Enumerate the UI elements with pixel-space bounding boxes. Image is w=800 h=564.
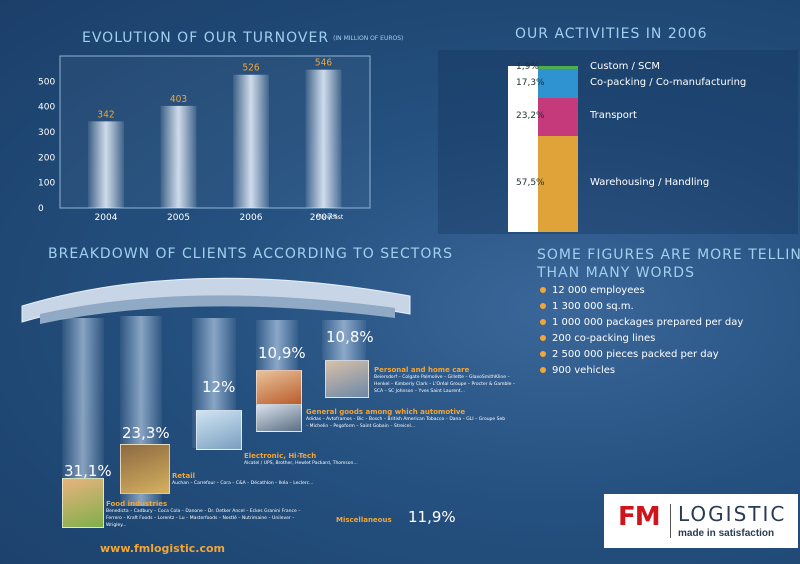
activity-pct: 17,3% bbox=[516, 77, 545, 88]
personal-photo bbox=[325, 360, 369, 398]
turnover-bar bbox=[233, 74, 269, 208]
figure-item: 1 000 000 packages prepared per day bbox=[540, 315, 743, 331]
turnover-subtitle: (IN MILLION OF EUROS) bbox=[333, 34, 404, 42]
electronic-photo bbox=[196, 410, 242, 450]
x-tick-label: 2007* bbox=[310, 213, 338, 223]
bar-value-label: 526 bbox=[242, 63, 259, 74]
activity-pct: 1,9% bbox=[516, 61, 539, 72]
bullet-icon bbox=[540, 287, 546, 293]
figure-text: 12 000 employees bbox=[552, 285, 645, 296]
activity-segment bbox=[538, 69, 578, 98]
activity-segment bbox=[538, 136, 578, 232]
y-tick-label: 400 bbox=[38, 103, 55, 113]
y-tick-label: 0 bbox=[38, 204, 44, 214]
logo-name: LOGISTIC bbox=[678, 502, 787, 526]
bar-value-label: 342 bbox=[97, 109, 114, 120]
general-title: General goods among which automotive bbox=[306, 408, 466, 416]
logo-mark: FM bbox=[618, 502, 661, 532]
logo-tagline: made in satisfaction bbox=[678, 528, 775, 539]
electronic-pct: 12% bbox=[202, 378, 236, 396]
figures-list: 12 000 employees 1 300 000 sq.m. 1 000 0… bbox=[540, 283, 743, 379]
misc-title: Miscellaneous bbox=[336, 516, 392, 524]
figure-text: 1 300 000 sq.m. bbox=[552, 301, 634, 312]
figure-text: 200 co-packing lines bbox=[552, 333, 656, 344]
electronic-title: Electronic, Hi-Tech bbox=[244, 452, 317, 460]
figure-text: 900 vehicles bbox=[552, 365, 616, 376]
activity-segment bbox=[538, 97, 578, 137]
food-desc: Benedicta – Cadbury – Coca Cola – Danone… bbox=[106, 509, 301, 528]
electronic-desc: Alcatel / UPS, Brother, Hewlet Packard, … bbox=[244, 461, 358, 466]
fm-logistic-logo: FM LOGISTIC made in satisfaction bbox=[604, 494, 798, 548]
activity-label: Custom / SCM bbox=[590, 60, 660, 72]
activity-pct: 23,2% bbox=[516, 111, 545, 122]
figure-item: 2 500 000 pieces packed per day bbox=[540, 347, 743, 363]
general-block: General goods among which automotive Adi… bbox=[306, 408, 506, 430]
activity-label: Transport bbox=[590, 110, 637, 122]
retail-desc: Auchan – Carrefour – Cora – C&A – Décath… bbox=[172, 481, 314, 486]
personal-title: Personal and home care bbox=[374, 366, 470, 374]
y-tick-label: 200 bbox=[38, 153, 55, 163]
retail-pct: 23,3% bbox=[122, 424, 170, 442]
food-title: Food industries bbox=[106, 500, 168, 508]
bullet-icon bbox=[540, 351, 546, 357]
figures-title-line2: THAN MANY WORDS bbox=[537, 265, 695, 281]
figure-item: 1 300 000 sq.m. bbox=[540, 299, 743, 315]
activities-stack bbox=[508, 66, 578, 232]
personal-pct: 10,8% bbox=[326, 328, 374, 346]
figures-title-line1: SOME FIGURES ARE MORE TELLING bbox=[537, 247, 800, 263]
retail-block: Retail Auchan – Carrefour – Cora – C&A –… bbox=[172, 472, 322, 487]
activity-label: Warehousing / Handling bbox=[590, 177, 710, 189]
turnover-bar bbox=[160, 105, 197, 208]
x-tick-label: 2004 bbox=[95, 213, 118, 223]
retail-title: Retail bbox=[172, 472, 196, 480]
personal-block: Personal and home care Beiersdorf – Colg… bbox=[374, 366, 524, 395]
figure-item: 900 vehicles bbox=[540, 363, 743, 379]
personal-desc: Beiersdorf – Colgate Palmolive – Gillett… bbox=[374, 375, 516, 394]
website-link[interactable]: www.fmlogistic.com bbox=[100, 542, 225, 555]
bar-value-label: 546 bbox=[315, 58, 332, 69]
retail-photo bbox=[120, 444, 170, 494]
x-tick-label: 2005 bbox=[167, 213, 190, 223]
column-personal bbox=[322, 320, 366, 360]
turnover-title-text: EVOLUTION OF OUR TURNOVER bbox=[82, 30, 330, 46]
figures-title: SOME FIGURES ARE MORE TELLING THAN MANY … bbox=[537, 246, 800, 282]
activities-title: OUR ACTIVITIES IN 2006 bbox=[515, 26, 708, 42]
bullet-icon bbox=[540, 367, 546, 373]
bullet-icon bbox=[540, 335, 546, 341]
bar-value-label: 403 bbox=[170, 94, 187, 105]
y-tick-label: 300 bbox=[38, 128, 55, 138]
figure-text: 2 500 000 pieces packed per day bbox=[552, 349, 719, 360]
general-photo-2 bbox=[256, 404, 302, 432]
electronic-block: Electronic, Hi-Tech Alcatel / UPS, Broth… bbox=[244, 452, 364, 467]
column-general bbox=[256, 320, 298, 370]
food-photo bbox=[62, 478, 104, 528]
logo-divider bbox=[670, 504, 671, 538]
activities-panel bbox=[438, 50, 798, 234]
food-block: Food industries Benedicta – Cadbury – Co… bbox=[106, 500, 316, 529]
general-pct: 10,9% bbox=[258, 344, 306, 362]
activity-segment bbox=[538, 66, 578, 70]
figure-text: 1 000 000 packages prepared per day bbox=[552, 317, 744, 328]
general-photo-1 bbox=[256, 370, 302, 406]
y-tick-label: 500 bbox=[38, 77, 55, 87]
bullet-icon bbox=[540, 303, 546, 309]
figure-item: 200 co-packing lines bbox=[540, 331, 743, 347]
sectors-title: BREAKDOWN OF CLIENTS ACCORDING TO SECTOR… bbox=[48, 246, 453, 262]
x-tick-label: 2006 bbox=[240, 213, 263, 223]
figure-item: 12 000 employees bbox=[540, 283, 743, 299]
activity-pct: 57,5% bbox=[516, 178, 545, 189]
y-tick-label: 100 bbox=[38, 179, 55, 189]
activity-label: Co-packing / Co-manufacturing bbox=[590, 76, 747, 88]
turnover-bar bbox=[88, 121, 124, 208]
turnover-title: EVOLUTION OF OUR TURNOVER (IN MILLION OF … bbox=[82, 30, 403, 46]
roof-illustration bbox=[21, 277, 411, 324]
forecast-footnote: *forecast bbox=[316, 214, 344, 221]
food-pct: 31,1% bbox=[64, 462, 112, 480]
general-desc: Adidas – Avtoframos – Bic – Bosch – Brit… bbox=[306, 417, 506, 429]
bullet-icon bbox=[540, 319, 546, 325]
turnover-bar bbox=[305, 69, 342, 209]
misc-pct: 11,9% bbox=[408, 508, 456, 526]
